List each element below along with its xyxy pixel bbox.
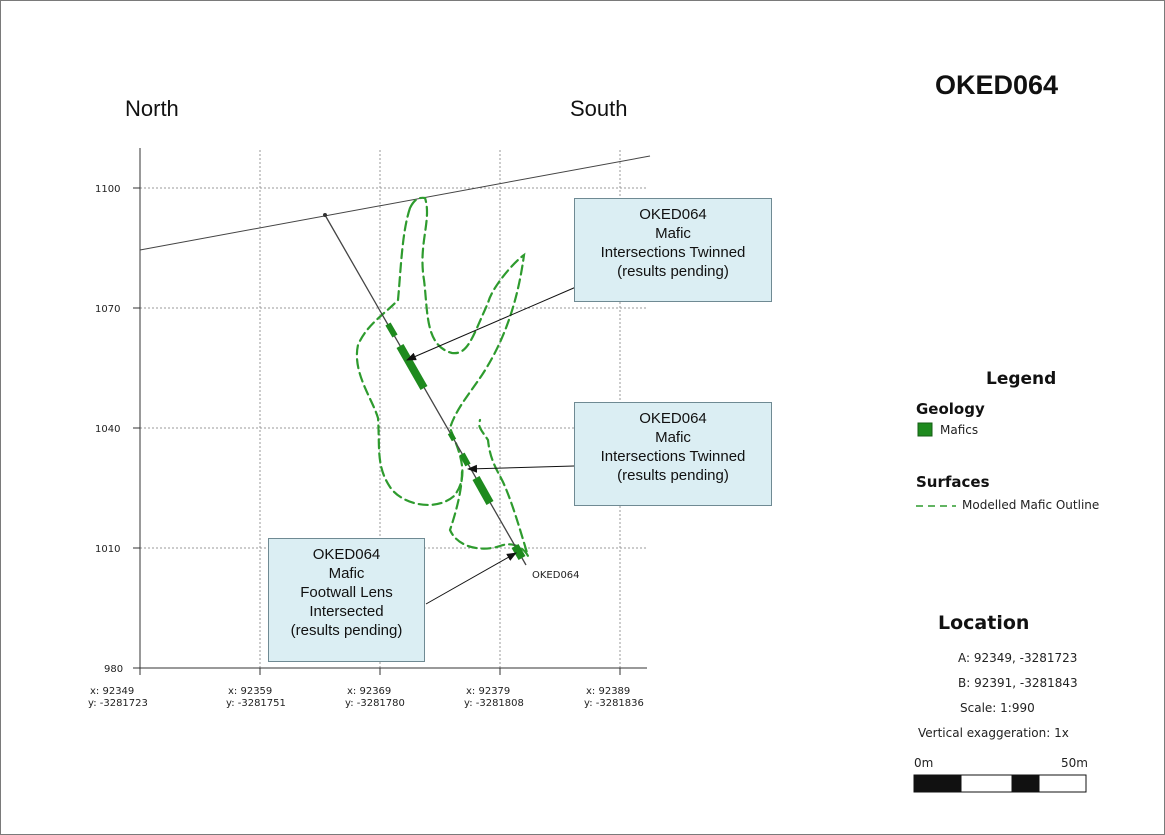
mafic-intersections <box>385 322 526 561</box>
callout-arrow-3 <box>425 552 517 605</box>
callout-line: (results pending) <box>290 622 403 639</box>
callout-line: Footwall Lens <box>300 584 393 601</box>
mafic-interval <box>385 322 398 338</box>
coord-tick-y: y: -3281723 <box>88 698 148 709</box>
collar-marker <box>323 213 327 217</box>
mafic-interval <box>396 344 428 390</box>
scalebar-end-label: 50m <box>1061 756 1088 770</box>
axis-ticks <box>133 187 621 675</box>
callout-line: OKED064 <box>312 546 381 563</box>
coord-tick-y: y: -3281836 <box>584 698 644 709</box>
callout-line: Mafic <box>655 225 691 242</box>
coord-tick-y: y: -3281780 <box>345 698 405 709</box>
topography-surface <box>139 155 651 251</box>
scale-bar <box>913 774 1087 793</box>
direction-north-label: North <box>125 96 179 121</box>
elevation-tick-label: 1100 <box>95 184 120 195</box>
callout-line: Intersections Twinned <box>600 448 746 465</box>
location-point-b: B: 92391, -3281843 <box>958 676 1078 690</box>
coord-tick-x: x: 92389 <box>586 686 630 697</box>
figure-title: OKED064 <box>935 70 1059 100</box>
mafic-interval <box>459 452 471 467</box>
mafic-interval <box>447 431 457 442</box>
coord-tick-y: y: -3281808 <box>464 698 524 709</box>
callout-box-lower: OKED064 Mafic Footwall Lens Intersected … <box>268 538 425 662</box>
callout-arrow-1 <box>406 286 577 361</box>
outline-upper-body <box>355 196 526 506</box>
legend-title: Legend <box>986 369 1057 389</box>
callout-line: Intersected <box>309 603 384 620</box>
callout-line: Mafic <box>655 429 691 446</box>
location-point-a: A: 92349, -3281723 <box>958 651 1078 665</box>
legend-outline-label: Modelled Mafic Outline <box>962 498 1100 512</box>
callout-line: OKED064 <box>639 206 707 223</box>
legend-geology-heading: Geology <box>916 400 985 418</box>
legend-surfaces-heading: Surfaces <box>916 473 990 491</box>
location-scale: Scale: 1:990 <box>960 701 1035 715</box>
elevation-tick-label: 980 <box>104 664 123 675</box>
callout-line: Intersections Twinned <box>600 244 746 261</box>
scalebar-start-label: 0m <box>914 756 934 770</box>
callout-line: Mafic <box>328 565 365 582</box>
callout-box-middle: OKED064 Mafic Intersections Twinned (res… <box>574 402 772 506</box>
location-title: Location <box>938 612 1030 634</box>
callout-box-upper: OKED064 Mafic Intersections Twinned (res… <box>574 198 772 302</box>
coord-tick-y: y: -3281751 <box>226 698 286 709</box>
coord-tick-x: x: 92349 <box>90 686 134 697</box>
outline-lower-body <box>448 418 530 557</box>
coord-tick-x: x: 92369 <box>347 686 391 697</box>
drillhole-label: OKED064 <box>532 570 580 581</box>
callout-line: (results pending) <box>617 467 729 484</box>
mafic-interval <box>511 543 526 561</box>
coord-tick-x: x: 92379 <box>466 686 510 697</box>
elevation-tick-label: 1010 <box>95 544 120 555</box>
mafics-swatch <box>917 422 933 437</box>
modelled-mafic-outline <box>355 196 530 557</box>
callout-line: (results pending) <box>617 263 729 280</box>
callout-arrow-2 <box>467 464 575 473</box>
drillhole-trace <box>324 214 527 566</box>
mafic-interval <box>472 476 494 505</box>
legend-mafics-label: Mafics <box>940 423 979 437</box>
location-vertical-exaggeration: Vertical exaggeration: 1x <box>918 726 1069 740</box>
elevation-tick-label: 1070 <box>95 304 120 315</box>
coord-tick-x: x: 92359 <box>228 686 272 697</box>
callout-line: OKED064 <box>639 410 707 427</box>
direction-south-label: South <box>570 96 628 121</box>
elevation-tick-label: 1040 <box>95 424 120 435</box>
